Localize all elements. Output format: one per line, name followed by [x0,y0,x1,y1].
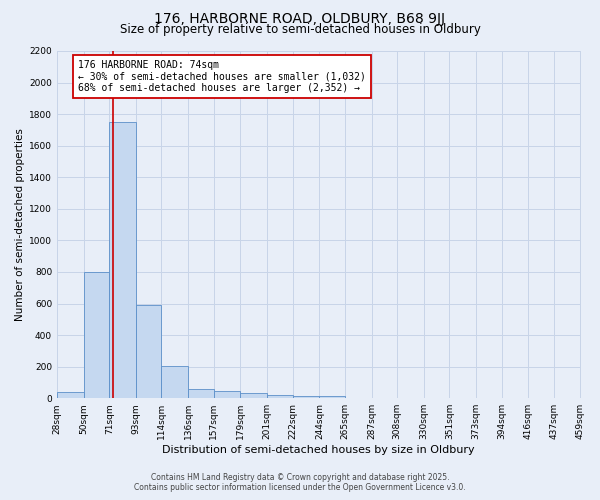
Bar [241,392,267,398]
Bar [84,272,109,398]
Bar [188,388,214,398]
Bar [161,366,188,398]
Bar [293,396,319,398]
Text: 176, HARBORNE ROAD, OLDBURY, B68 9JJ: 176, HARBORNE ROAD, OLDBURY, B68 9JJ [155,12,445,26]
Bar [214,391,241,398]
Y-axis label: Number of semi-detached properties: Number of semi-detached properties [15,128,25,321]
Bar [136,305,161,398]
Bar [57,392,84,398]
Text: Size of property relative to semi-detached houses in Oldbury: Size of property relative to semi-detach… [119,22,481,36]
Bar [109,122,136,398]
Bar [319,396,345,398]
X-axis label: Distribution of semi-detached houses by size in Oldbury: Distribution of semi-detached houses by … [163,445,475,455]
Bar [267,395,293,398]
Text: 176 HARBORNE ROAD: 74sqm
← 30% of semi-detached houses are smaller (1,032)
68% o: 176 HARBORNE ROAD: 74sqm ← 30% of semi-d… [78,60,366,93]
Text: Contains HM Land Registry data © Crown copyright and database right 2025.
Contai: Contains HM Land Registry data © Crown c… [134,473,466,492]
